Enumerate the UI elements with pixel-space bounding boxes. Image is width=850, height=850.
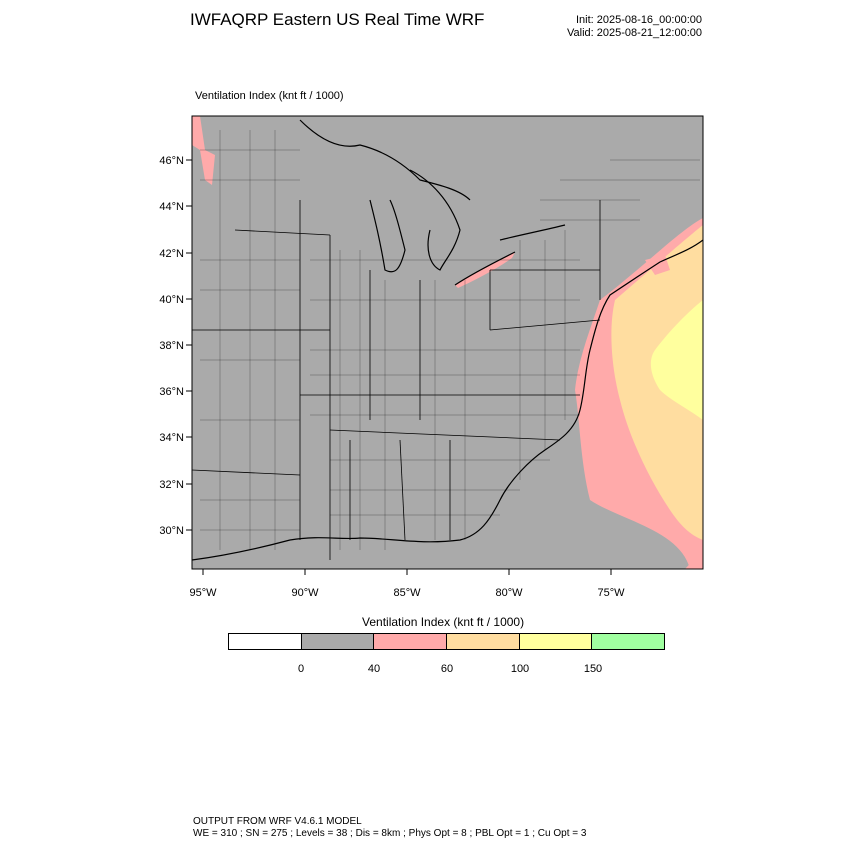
lat-label: 34°N: [159, 432, 184, 444]
colorbar-swatch: [447, 634, 520, 649]
map-field: [192, 116, 703, 569]
colorbar-swatch: [519, 634, 593, 649]
colorbar-tick-label: 0: [297, 663, 305, 675]
model-info: OUTPUT FROM WRF V4.6.1 MODEL WE = 310 ; …: [193, 816, 586, 840]
coastlines: [192, 119, 703, 561]
map-frame: [191, 115, 704, 570]
lat-label: 44°N: [159, 201, 184, 213]
northwest-pink: [192, 116, 215, 185]
legend-title: Ventilation Index (knt ft / 1000): [362, 615, 525, 629]
lat-label: 32°N: [159, 479, 184, 491]
ventilation-yellow-region: [650, 300, 703, 420]
lake-erie-pink: [455, 252, 515, 288]
lat-label: 46°N: [159, 155, 184, 167]
colorbar: [228, 633, 665, 650]
colorbar-tick-label: 100: [510, 663, 530, 675]
map-field-label: Ventilation Index (knt ft / 1000): [195, 90, 344, 102]
latitude-ticks: 46°N 44°N 42°N 40°N 38°N 36°N 34°N 32°N 30°N: [159, 155, 192, 537]
longitude-ticks: 95°W 90°W 85°W 80°W 75°W: [189, 569, 625, 599]
colorbar-tick-label: 150: [583, 663, 603, 675]
model-info-line2: WE = 310 ; SN = 275 ; Levels = 38 ; Dis …: [193, 828, 587, 839]
model-info-line1: OUTPUT FROM WRF V4.6.1 MODEL: [193, 816, 362, 827]
colorbar-swatch: [301, 634, 375, 649]
county-borders: [200, 130, 700, 550]
colorbar-swatch: [229, 634, 302, 649]
lat-label: 30°N: [159, 525, 184, 537]
valid-time: Valid: 2025-08-21_12:00:00: [567, 27, 702, 39]
colorbar-tick-label: 60: [440, 663, 454, 675]
colorbar-swatch: [592, 634, 665, 649]
colorbar-swatch: [374, 634, 448, 649]
lon-label: 80°W: [495, 587, 523, 599]
init-time: Init: 2025-08-16_00:00:00: [576, 14, 702, 26]
lat-label: 38°N: [159, 340, 184, 352]
lat-label: 40°N: [159, 294, 184, 306]
southeast-pink: [685, 550, 703, 569]
chart-title: IWFAQRP Eastern US Real Time WRF: [190, 10, 485, 29]
lon-label: 75°W: [597, 587, 625, 599]
lon-label: 85°W: [393, 587, 421, 599]
lon-label: 90°W: [291, 587, 319, 599]
lon-label: 95°W: [189, 587, 217, 599]
lat-label: 42°N: [159, 248, 184, 260]
colorbar-tick-label: 40: [367, 663, 381, 675]
lat-label: 36°N: [159, 386, 184, 398]
